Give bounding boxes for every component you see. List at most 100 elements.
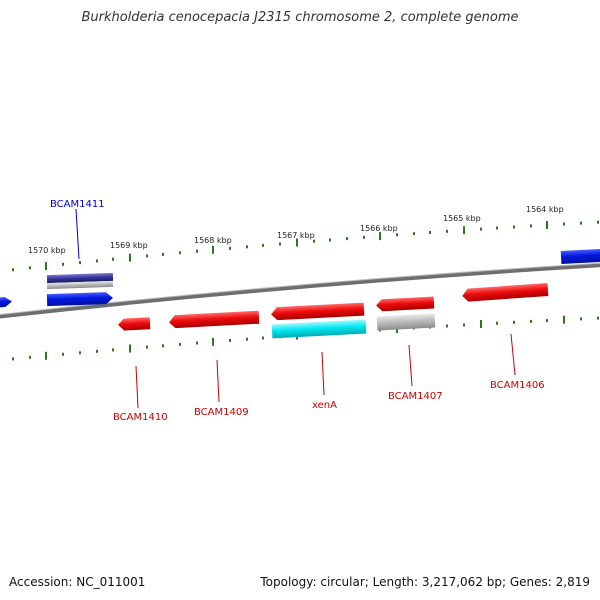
scale-tick-minor [146, 254, 148, 258]
gene-arrow-bcam1409[interactable] [169, 310, 260, 329]
leader-line-bcam1411 [75, 208, 80, 260]
gene-arrow-bcam1407[interactable] [376, 296, 435, 312]
scale-tick-minor [463, 323, 465, 327]
scale-tick-minor [29, 266, 31, 270]
scale-tick-minor [580, 221, 582, 225]
scale-tick-minor [496, 321, 498, 325]
scale-tick-minor [446, 324, 448, 328]
scale-tick-minor [29, 355, 31, 359]
scale-tick-minor [262, 336, 264, 340]
scale-tick-minor [229, 246, 231, 250]
scale-tick-minor [162, 344, 164, 348]
leader-line-bcam1409 [216, 359, 220, 403]
scale-label: 1564 kbp [526, 205, 564, 214]
scale-tick-minor [246, 245, 248, 249]
scale-tick-minor [530, 224, 532, 228]
scale-tick-minor [62, 352, 64, 356]
scale-tick-minor [530, 319, 532, 323]
scale-tick-major [379, 232, 381, 241]
scale-tick-minor [12, 268, 14, 272]
gene-label-bcam1407[interactable]: BCAM1407 [388, 391, 443, 402]
scale-tick-minor [429, 231, 431, 234]
gene-arrow-bcam1406[interactable] [462, 283, 549, 302]
leader-line-bcam1407 [408, 344, 413, 387]
feature-bar-bcam1411-gray[interactable] [46, 280, 114, 290]
accession-label: Accession: NC_011001 [9, 575, 146, 589]
chromosome-backbone [0, 263, 600, 319]
scale-label: 1570 kbp [28, 246, 66, 255]
scale-tick-minor [96, 259, 98, 263]
scale-tick-minor [79, 351, 81, 355]
feature-bar-xena-cyan[interactable] [271, 319, 367, 339]
scale-label: 1568 kbp [194, 236, 232, 245]
scale-tick-minor [196, 249, 198, 253]
scale-tick-minor [112, 257, 114, 261]
scale-tick-major [563, 315, 565, 324]
scale-tick-minor [413, 232, 415, 236]
leader-line-bcam1406 [510, 333, 516, 376]
genome-title: Burkholderia cenocepacia J2315 chromosom… [81, 10, 519, 25]
gene-arrow-xena[interactable] [271, 302, 365, 321]
scale-tick-minor [580, 317, 582, 321]
scale-label: 1569 kbp [110, 241, 148, 250]
scale-tick-minor [597, 316, 599, 320]
scale-label: 1565 kbp [443, 214, 481, 223]
scale-label: 1567 kbp [277, 231, 315, 240]
scale-tick-minor [162, 252, 164, 256]
gene-label-xena[interactable]: xenA [312, 400, 337, 411]
scale-tick-minor [313, 239, 315, 243]
scale-tick-minor [597, 220, 599, 224]
scale-tick-minor [513, 320, 515, 324]
scale-tick-minor [96, 349, 98, 353]
scale-tick-minor [329, 238, 331, 242]
scale-tick-major [129, 344, 131, 353]
scale-tick-major [480, 320, 482, 328]
scale-tick-minor [196, 341, 198, 345]
scale-tick-major [463, 226, 465, 235]
scale-tick-major [212, 337, 214, 346]
scale-tick-minor [546, 319, 548, 323]
scale-tick-minor [363, 235, 365, 239]
scale-tick-minor [246, 337, 248, 341]
scale-tick-minor [446, 229, 448, 233]
scale-tick-minor [396, 233, 398, 237]
gene-label-bcam1406[interactable]: BCAM1406 [490, 380, 545, 391]
scale-tick-major [45, 262, 47, 271]
scale-tick-minor [262, 243, 264, 247]
gene-arrow-bcam1411[interactable] [46, 292, 113, 307]
leader-line-xena [321, 351, 325, 396]
scale-tick-minor [496, 226, 498, 230]
feature-bar-bcam1407-gray[interactable] [376, 313, 436, 331]
gene-arrow-bcam1410[interactable] [118, 317, 151, 331]
scale-label: 1566 kbp [360, 224, 398, 233]
scale-tick-minor [563, 222, 565, 226]
scale-tick-minor [112, 348, 114, 352]
scale-tick-major [212, 245, 214, 254]
scale-tick-minor [179, 251, 181, 255]
scale-tick-major [296, 238, 298, 247]
scale-tick-minor [229, 339, 231, 342]
feature-bar-bcam1411-navy[interactable] [46, 272, 114, 284]
gene-label-bcam1409[interactable]: BCAM1409 [194, 407, 249, 418]
gene-label-bcam1411[interactable]: BCAM1411 [50, 199, 105, 210]
chromosome-backbone-highlight [0, 262, 600, 315]
scale-tick-minor [279, 242, 281, 246]
scale-tick-minor [146, 345, 148, 349]
gene-arrow-right-edge[interactable] [560, 248, 600, 264]
scale-ticks-outer [12, 220, 599, 272]
scale-tick-major [45, 351, 47, 360]
genome-summary-label: Topology: circular; Length: 3,217,062 bp… [260, 575, 590, 589]
scale-tick-minor [513, 225, 515, 229]
scale-tick-minor [12, 357, 14, 361]
scale-tick-minor [179, 342, 181, 346]
gene-arrow-left-edge[interactable] [0, 297, 12, 309]
scale-tick-minor [79, 261, 81, 265]
leader-line-bcam1410 [135, 365, 139, 409]
scale-tick-minor [346, 237, 348, 241]
scale-tick-major [546, 221, 548, 229]
gene-label-bcam1410[interactable]: BCAM1410 [113, 412, 168, 423]
scale-tick-minor [480, 227, 482, 231]
scale-tick-major [129, 253, 131, 262]
scale-tick-minor [62, 262, 64, 266]
